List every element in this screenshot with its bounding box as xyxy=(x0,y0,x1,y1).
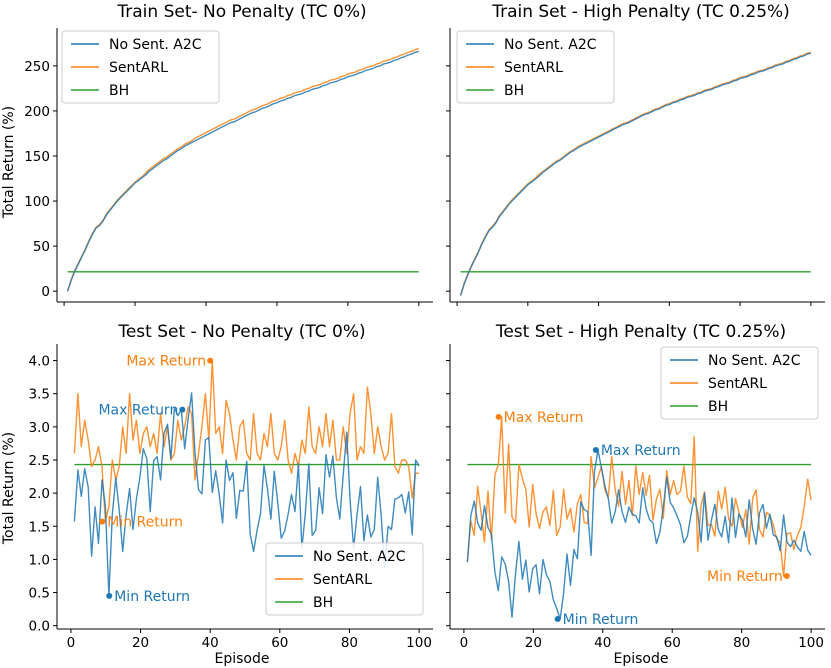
legend-box xyxy=(265,542,424,616)
annotation-label: Min Return xyxy=(107,515,183,531)
plot-area: 0.0 0.5 1.0 1.5 2.0 2.5 3.0 3.5 4.0 0 20 40 60 80 100 M… xyxy=(29,344,433,651)
annotation-label: Max Return xyxy=(504,410,584,426)
y-tick-label: 100 xyxy=(24,194,50,210)
plot-area xyxy=(446,28,825,306)
legend-label: SentARL xyxy=(313,572,372,588)
annotation-label: Max Return xyxy=(601,443,681,459)
y-tick-label: 0.5 xyxy=(29,586,50,602)
x-tick-label: 100 xyxy=(406,635,432,651)
y-tick-label: 3.0 xyxy=(29,420,50,436)
x-tick-label: 20 xyxy=(132,635,149,651)
annotation-marker xyxy=(592,447,599,454)
x-tick-label: 40 xyxy=(594,635,611,651)
y-tick-label: 1.5 xyxy=(29,519,50,535)
legend: No Sent. A2C SentARL BH xyxy=(265,542,424,616)
y-axis-label: Total Return (%) xyxy=(1,432,17,545)
annotation-marker xyxy=(495,413,502,420)
legend-label: BH xyxy=(109,83,129,99)
plot-area: 0 50 100 150 200 250 xyxy=(24,28,433,306)
annotation-marker xyxy=(783,572,790,579)
x-tick-label: 80 xyxy=(341,635,358,651)
panel-test-high-penalty: Test Set - High Penalty (TC 0.25%) Episo… xyxy=(446,322,825,667)
chart-title: Test Set - No Penalty (TC 0%) xyxy=(117,322,365,342)
legend-label: SentARL xyxy=(504,60,563,76)
y-tick-label: 150 xyxy=(24,149,50,165)
annotation-marker xyxy=(99,518,106,525)
x-tick-label: 20 xyxy=(525,635,542,651)
series-line-a2c xyxy=(73,392,420,597)
legend-box xyxy=(61,30,220,104)
panel-train-no-penalty: Train Set- No Penalty (TC 0%) Total Retu… xyxy=(1,2,433,306)
y-tick-label: 0.0 xyxy=(29,619,50,635)
panel-train-high-penalty: Train Set - High Penalty (TC 0.25%) No S… xyxy=(446,2,825,306)
annotation-marker xyxy=(554,616,561,623)
y-tick-label: 1.0 xyxy=(29,552,50,568)
legend-label: BH xyxy=(313,595,333,611)
legend-label: No Sent. A2C xyxy=(313,549,406,565)
y-tick-label: 3.5 xyxy=(29,387,50,403)
series-line-a2c xyxy=(66,50,419,292)
annotation-label: Max Return xyxy=(126,354,206,370)
x-tick-label: 0 xyxy=(460,635,469,651)
x-tick-label: 80 xyxy=(733,635,750,651)
legend-label: BH xyxy=(708,399,728,415)
y-tick-label: 4.0 xyxy=(29,354,50,370)
legend-label: SentARL xyxy=(708,376,767,392)
series-line-sent xyxy=(73,359,420,523)
chart-title: Train Set - High Penalty (TC 0.25%) xyxy=(491,2,790,22)
series-line-a2c xyxy=(459,52,811,296)
series-line-sent xyxy=(466,416,812,577)
legend: No Sent. A2C SentARL BH xyxy=(456,30,615,104)
panel-test-no-penalty: Test Set - No Penalty (TC 0%) Total Retu… xyxy=(1,322,433,667)
y-tick-label: 0 xyxy=(41,284,50,300)
y-tick-label: 2.0 xyxy=(29,486,50,502)
x-tick-label: 60 xyxy=(271,635,288,651)
series-line-a2c xyxy=(466,449,812,620)
x-tick-label: 40 xyxy=(202,635,219,651)
annotation-label: Min Return xyxy=(563,612,639,628)
legend-label: BH xyxy=(504,83,524,99)
legend: No Sent. A2C SentARL BH xyxy=(660,346,819,420)
annotation-label: Max Return xyxy=(98,403,178,419)
legend-box xyxy=(456,30,615,104)
x-tick-label: 60 xyxy=(664,635,681,651)
y-axis-label: Total Return (%) xyxy=(1,106,17,219)
annotation-label: Min Return xyxy=(114,589,190,605)
legend: No Sent. A2C SentARL BH xyxy=(61,30,220,104)
y-tick-label: 250 xyxy=(24,59,50,75)
legend-label: No Sent. A2C xyxy=(109,37,202,53)
legend-label: No Sent. A2C xyxy=(504,37,597,53)
legend-box xyxy=(660,346,819,420)
x-axis-label: Episode xyxy=(215,651,270,667)
annotation-marker xyxy=(179,406,186,413)
y-tick-label: 200 xyxy=(24,104,50,120)
y-tick-label: 50 xyxy=(33,239,50,255)
x-tick-label: 0 xyxy=(67,635,76,651)
chart-title: Train Set- No Penalty (TC 0%) xyxy=(116,2,366,22)
x-axis-label: Episode xyxy=(614,651,669,667)
y-tick-label: 2.5 xyxy=(29,453,50,469)
plot-area: 0 20 40 60 80 100 Max Return Max Return Min Retu… xyxy=(446,344,825,651)
legend-label: No Sent. A2C xyxy=(708,353,801,369)
x-tick-label: 100 xyxy=(798,635,824,651)
legend-label: SentARL xyxy=(109,60,168,76)
annotation-marker xyxy=(207,357,214,364)
annotation-label: Min Return xyxy=(707,569,783,585)
chart-title: Test Set - High Penalty (TC 0.25%) xyxy=(495,322,786,342)
annotation-marker xyxy=(106,592,113,599)
